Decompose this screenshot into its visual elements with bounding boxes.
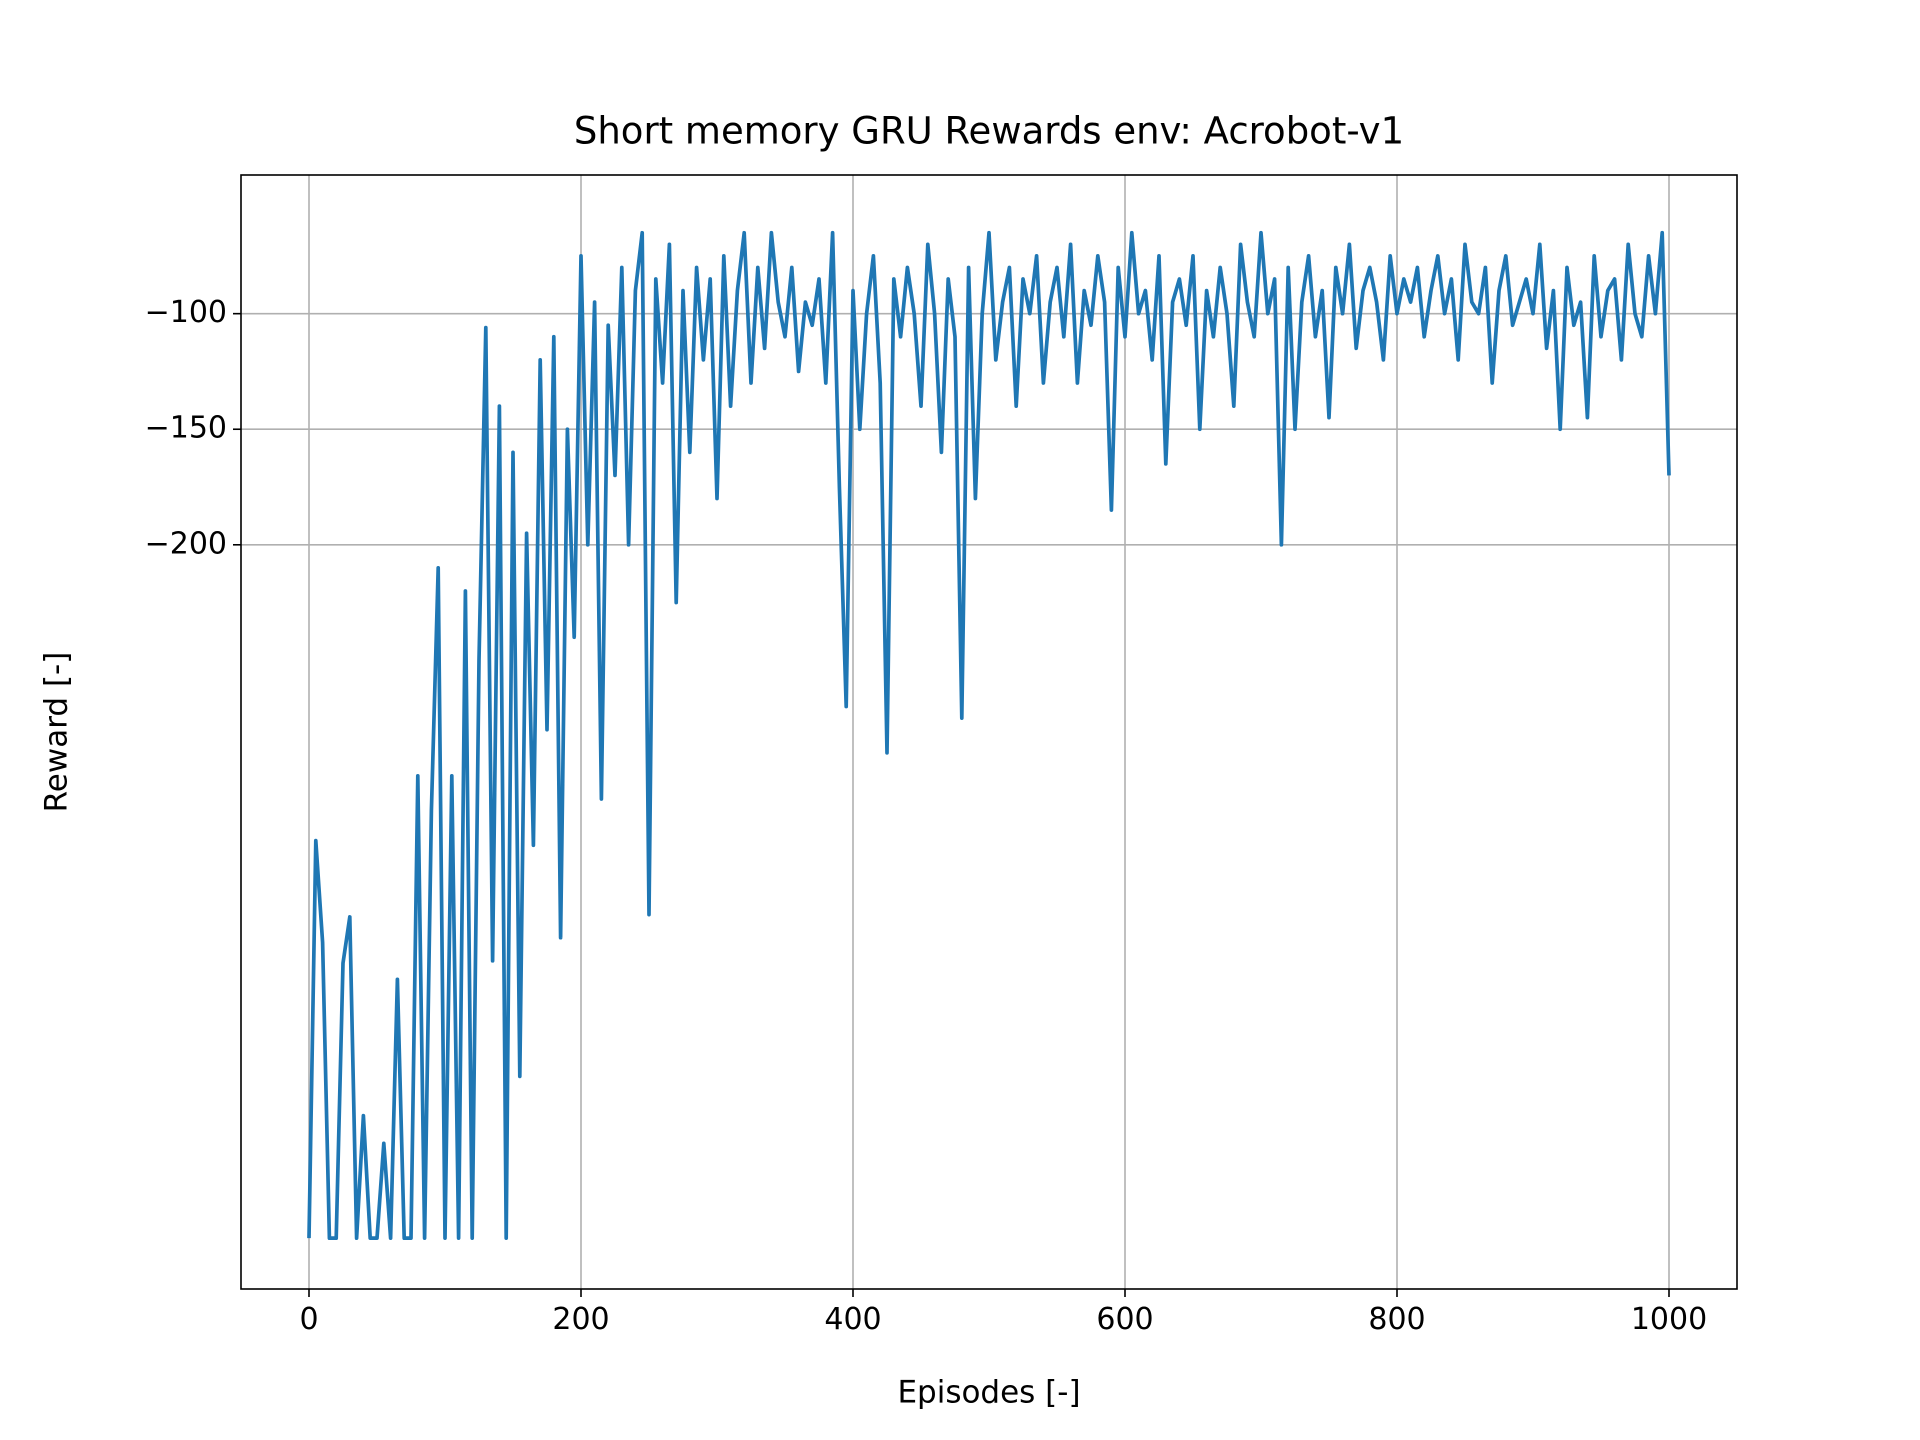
x-tick-label: 600 <box>1096 1302 1153 1337</box>
x-tick-label: 1000 <box>1631 1302 1707 1337</box>
x-tick-label: 200 <box>552 1302 609 1337</box>
y-tick-label: −150 <box>145 411 227 446</box>
y-axis-label: Reward [-] <box>39 652 75 813</box>
x-axis-label: Episodes [-] <box>897 1375 1080 1411</box>
y-tick-label: −100 <box>145 295 227 330</box>
line <box>307 230 1671 1240</box>
x-tick-label: 400 <box>824 1302 881 1337</box>
x-tick-label: 800 <box>1368 1302 1425 1337</box>
x-tick-label: 0 <box>299 1302 318 1337</box>
y-tick-label: −200 <box>145 526 227 561</box>
axes-frame <box>240 174 1738 1290</box>
chart-title: Short memory GRU Rewards env: Acrobot-v1 <box>574 110 1404 153</box>
